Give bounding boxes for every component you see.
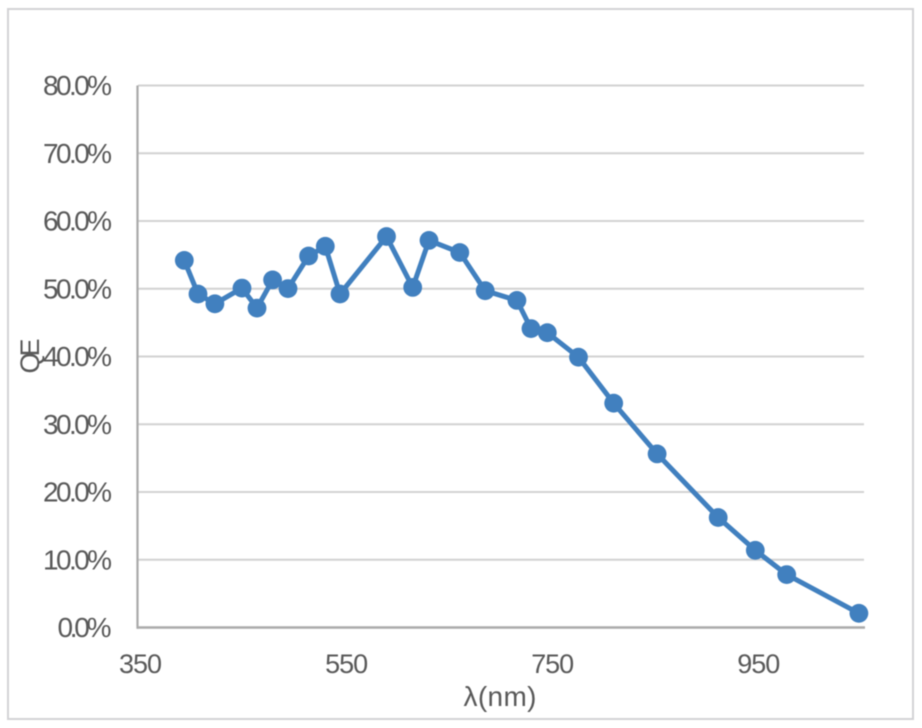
svg-text:70.0%: 70.0% <box>43 138 112 169</box>
svg-text:60.0%: 60.0% <box>43 206 112 237</box>
svg-text:750: 750 <box>531 649 574 679</box>
svg-text:40.0%: 40.0% <box>43 341 112 372</box>
svg-text:50.0%: 50.0% <box>43 273 112 304</box>
svg-text:0.0%: 0.0% <box>58 612 112 643</box>
svg-text:350: 350 <box>119 649 162 679</box>
svg-text:950: 950 <box>737 649 780 679</box>
svg-text:λ(nm): λ(nm) <box>464 681 537 712</box>
svg-text:30.0%: 30.0% <box>43 409 112 440</box>
svg-text:80.0%: 80.0% <box>43 70 112 101</box>
svg-text:10.0%: 10.0% <box>43 544 112 575</box>
svg-text:20.0%: 20.0% <box>43 477 112 508</box>
svg-text:QE: QE <box>15 339 45 374</box>
svg-text:550: 550 <box>325 649 368 679</box>
